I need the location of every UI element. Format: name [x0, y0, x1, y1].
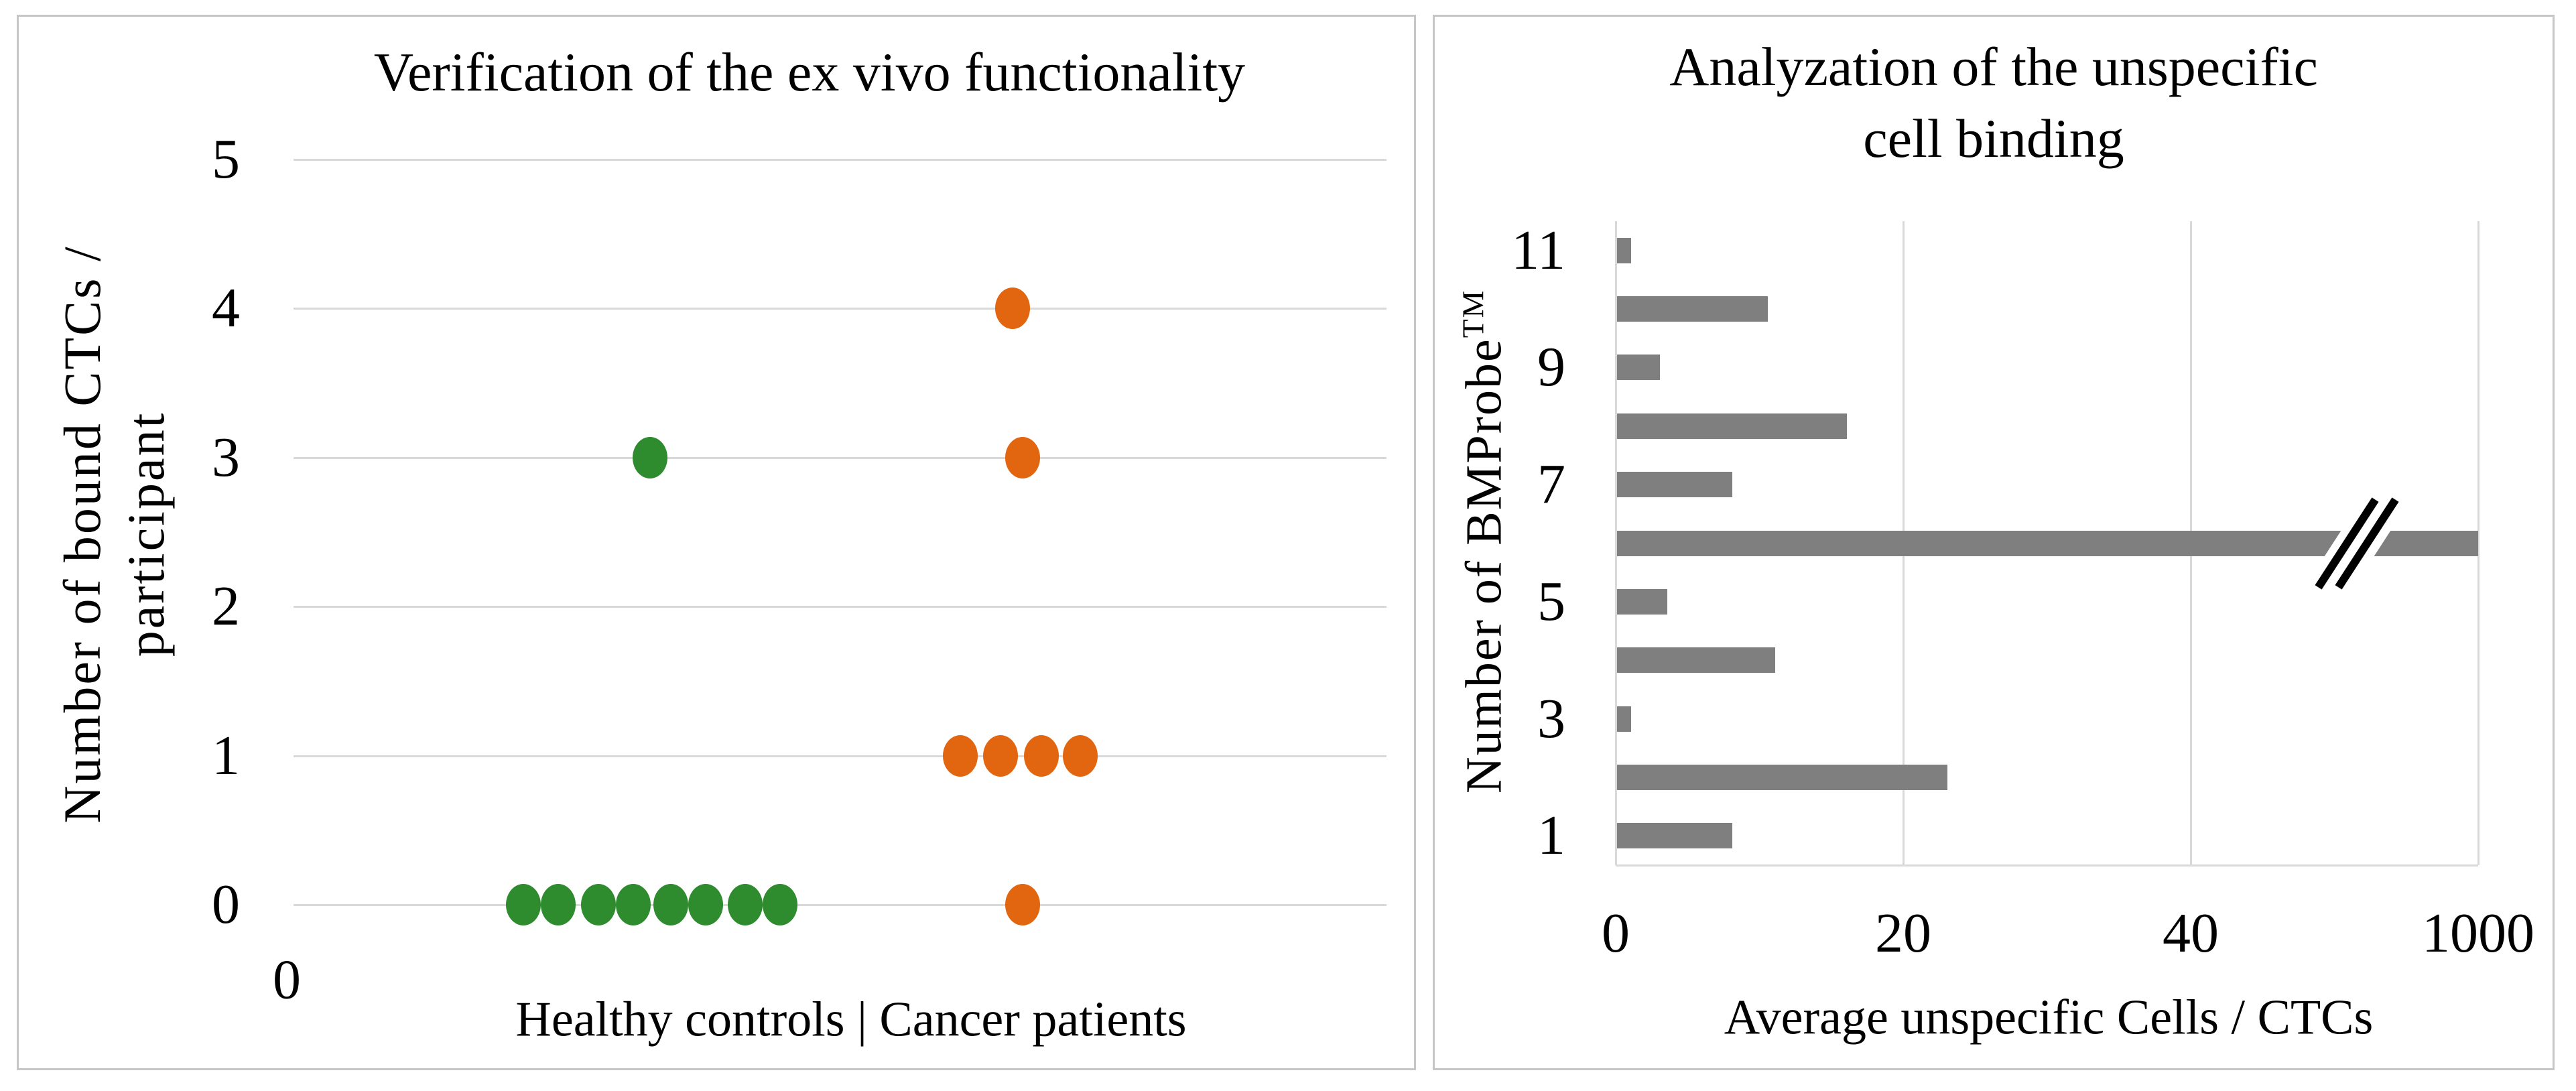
cancer-dot-4	[1023, 734, 1059, 777]
cancer-dot-0	[995, 287, 1031, 330]
left-y-tick-label-5: 5	[212, 128, 240, 190]
right-x-tick-label-1000: 1000	[2422, 902, 2534, 964]
right-chart-title-line2: cell binding	[1863, 107, 2124, 169]
left-x-axis-title: Healthy controls | Cancer patients	[515, 992, 1187, 1047]
left-gridline-y2	[294, 606, 1387, 608]
bar-probe-7	[1617, 472, 1732, 498]
right-x-axis-title: Average unspecific Cells / CTCs	[1724, 990, 2374, 1045]
right-x-tick-label-20: 20	[1875, 902, 1931, 964]
bar-probe-2	[1617, 764, 1948, 790]
left-y-tick-label-1: 1	[212, 724, 240, 787]
left-x-origin-tick-label: 0	[273, 948, 301, 1011]
healthy-dot-7	[762, 884, 797, 925]
right-y-tick-label-7: 7	[1537, 453, 1565, 516]
bar-probe-5	[1617, 588, 1668, 615]
right-y-tick-label-9: 9	[1537, 336, 1565, 399]
right-y-tick-label-3: 3	[1537, 687, 1565, 750]
healthy-dot-4	[653, 884, 688, 925]
healthy-dot-3	[616, 884, 651, 925]
left-gridline-y5	[294, 159, 1387, 161]
right-y-tick-label-1: 1	[1537, 804, 1565, 867]
right-gridline-x1000	[2477, 221, 2480, 865]
healthy-dot-2	[581, 884, 617, 925]
right-x-tick-label-40: 40	[2163, 902, 2219, 964]
bar-probe-10	[1617, 296, 1768, 322]
healthy-dot-0	[505, 884, 541, 925]
bar-probe-4	[1617, 647, 1775, 673]
left-chart-panel: Verification of the ex vivo functionalit…	[17, 15, 1416, 1070]
bar-probe-3	[1617, 706, 1632, 732]
left-y-tick-label-4: 4	[212, 277, 240, 340]
bar-probe-9	[1617, 355, 1661, 381]
right-gridline-x0	[1615, 221, 1617, 865]
right-chart-title-line1: Analyzation of the unspecific	[1669, 36, 2318, 97]
left-chart-title: Verification of the ex vivo functionalit…	[373, 42, 1246, 103]
right-chart-panel: Analyzation of the unspecific cell bindi…	[1433, 15, 2555, 1070]
cancer-dot-2	[942, 734, 978, 777]
right-y-tick-label-5: 5	[1537, 570, 1565, 633]
left-gridline-y3	[294, 456, 1387, 459]
left-gridline-y0	[294, 904, 1387, 906]
left-plot-area: 5 4 3 2 1 0	[19, 17, 1414, 1068]
left-y-tick-label-3: 3	[212, 426, 240, 489]
cancer-dot-3	[983, 734, 1019, 777]
right-x-tick-label-0: 0	[1602, 902, 1630, 964]
cancer-dot-5	[1063, 734, 1098, 777]
bar-probe-1	[1617, 823, 1732, 849]
right-x-axis-line	[1616, 864, 2478, 867]
right-plot-area: 0 20 40 1000 11 9 7 5 3 1	[1435, 17, 2553, 1068]
healthy-dot-1	[540, 884, 576, 925]
cancer-dot-6	[1005, 884, 1040, 925]
healthy-dot-5	[688, 884, 723, 925]
right-chart-title: Analyzation of the unspecific cell bindi…	[1435, 31, 2553, 174]
left-gridline-y4	[294, 308, 1387, 310]
bar-probe-11	[1617, 237, 1632, 263]
left-y-tick-label-0: 0	[212, 873, 240, 936]
healthy-dot-8	[632, 436, 667, 478]
healthy-dot-6	[727, 884, 763, 925]
right-y-tick-label-11: 11	[1511, 218, 1565, 281]
cancer-dot-1	[1005, 436, 1040, 478]
left-y-tick-label-2: 2	[212, 575, 240, 638]
bar-probe-8	[1617, 413, 1848, 439]
left-gridline-y1	[294, 755, 1387, 757]
